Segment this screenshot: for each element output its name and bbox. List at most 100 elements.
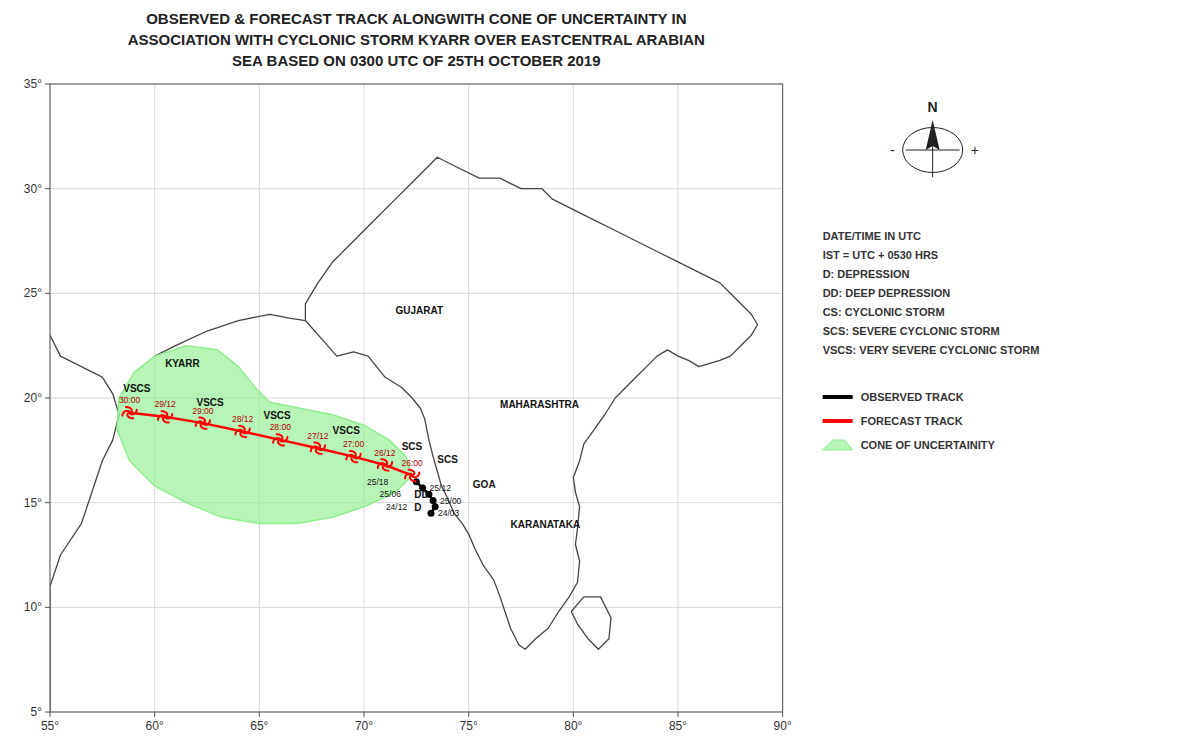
annotation: SCS: [402, 441, 423, 452]
legend-swatch: [823, 395, 853, 399]
tick-x: [782, 712, 783, 717]
annotation: VSCS: [264, 410, 292, 421]
note: D: DEPRESSION: [823, 268, 910, 280]
tick-label-y: 35°: [24, 77, 42, 91]
point-labels: 24/03 24/12 25/00 25/06 25/12 25/18 26:00 26/12…: [119, 395, 462, 518]
note: CS: CYCLONIC STORM: [823, 306, 945, 318]
time-label: 30:00: [119, 395, 141, 405]
tick-y: [45, 502, 50, 503]
time-label: 24/12: [386, 502, 408, 512]
compass-label: +: [971, 142, 979, 158]
tick-x: [468, 712, 469, 717]
time-label: 26/12: [374, 448, 396, 458]
cyclone-marker: [235, 426, 249, 437]
track-line: [130, 413, 413, 476]
annotation: D: [414, 502, 421, 513]
tick-label-x: 90°: [774, 719, 792, 733]
annotation: MAHARASHTRA: [500, 399, 579, 410]
tick-label-x: 80°: [564, 719, 582, 733]
tick-y: [45, 293, 50, 294]
plot-area: [50, 157, 758, 712]
time-label: 27/12: [307, 431, 329, 441]
note: DATE/TIME IN UTC: [823, 230, 921, 242]
time-label: 24/03: [438, 508, 460, 518]
note: DD: DEEP DEPRESSION: [823, 287, 951, 299]
tick-label-y: 25°: [24, 286, 42, 300]
compass-label: N: [928, 99, 938, 115]
tick-label-y: 20°: [24, 391, 42, 405]
legend: OBSERVED TRACK FORECAST TRACK CONE OF UNCE…: [823, 391, 996, 451]
tick-label-x: 65°: [250, 719, 268, 733]
tick-label-x: 75°: [460, 719, 478, 733]
title: OBSERVED & FORECAST TRACK ALONGWITH CONE…: [146, 10, 686, 27]
annotation: GOA: [473, 479, 496, 490]
tick-x: [364, 712, 365, 717]
annotation: KYARR: [165, 358, 200, 369]
cyclone-marker: [311, 443, 325, 454]
time-label: 25/06: [380, 489, 402, 499]
cone-area: [117, 346, 412, 524]
annotation: VSCS: [333, 425, 361, 436]
tick-label-x: 60°: [146, 719, 164, 733]
plot-frame: [50, 84, 783, 712]
time-label: 28/12: [232, 414, 254, 424]
legend-label: OBSERVED TRACK: [861, 391, 964, 403]
tick-label-x: 85°: [669, 719, 687, 733]
cyclone-marker: [122, 407, 136, 418]
annotations: DDDVSCSVSCSVSCSVSCSSCSSCSKYARRGUJARATMAH…: [123, 305, 580, 530]
grid-line-y: [50, 607, 783, 608]
legend-swatch: [823, 440, 853, 450]
cyclone-marker: [158, 411, 172, 422]
plot-background: [50, 84, 783, 712]
cyclone-marker: [346, 451, 360, 462]
track-point: [430, 497, 437, 504]
tick-label-y: 5°: [31, 705, 43, 719]
compass-label: -: [890, 142, 895, 158]
annotation: VSCS: [197, 397, 225, 408]
tick-x: [259, 712, 260, 717]
cyclone-marker: [273, 434, 287, 445]
compass-axis: [906, 150, 960, 151]
legend-label: FORECAST TRACK: [861, 415, 963, 427]
cyclone-marker: [196, 417, 210, 428]
annotation: SCS: [437, 454, 458, 465]
tick-label-y: 10°: [24, 600, 42, 614]
tick-y: [45, 607, 50, 608]
compass-arrow: [926, 120, 940, 150]
notes: DATE/TIME IN UTC IST = UTC + 0530 HRS D: D…: [823, 230, 1040, 356]
annotation: DD: [414, 489, 428, 500]
compass: N + -: [890, 99, 979, 177]
cyclone-marker: [378, 459, 392, 470]
note: IST = UTC + 0530 HRS: [823, 249, 939, 261]
cyclone-marker: [405, 470, 419, 481]
tick-label-y: 15°: [24, 496, 42, 510]
time-label: 26:00: [402, 458, 424, 468]
coastline: [571, 597, 611, 649]
note: SCS: SEVERE CYCLONIC STORM: [823, 325, 1000, 337]
legend-swatch: [823, 419, 853, 423]
coastline: [305, 157, 757, 649]
track-point: [427, 510, 434, 517]
tick-y: [45, 84, 50, 85]
note: VSCS: VERY SEVERE CYCLONIC STORM: [823, 344, 1040, 356]
grid-line-y: [50, 293, 783, 294]
grid-line-y: [50, 188, 783, 189]
title: SEA BASED ON 0300 UTC OF 25TH OCTOBER 20…: [232, 52, 600, 69]
time-label: 29/12: [154, 399, 176, 409]
tick-x: [154, 712, 155, 717]
time-label: 25/12: [430, 483, 452, 493]
tick-y: [45, 398, 50, 399]
tick-label-x: 55°: [41, 719, 59, 733]
tick-x: [573, 712, 574, 717]
annotation: GUJARAT: [395, 305, 443, 316]
time-label: 25/18: [367, 477, 389, 487]
time-label: 25/00: [440, 496, 462, 506]
tick-y: [45, 188, 50, 189]
legend-label: CONE OF UNCERTAINITY: [861, 439, 996, 451]
time-label: 27:00: [343, 439, 365, 449]
annotation: KARANATAKA: [511, 519, 581, 530]
annotation: VSCS: [123, 383, 151, 394]
tick-y: [45, 712, 50, 713]
tick-label-x: 70°: [355, 719, 373, 733]
tick-label-y: 30°: [24, 182, 42, 196]
